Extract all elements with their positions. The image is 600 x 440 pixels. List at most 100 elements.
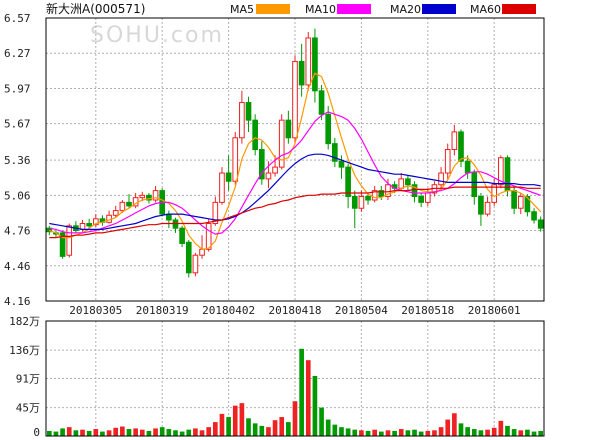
candle-body [458, 131, 464, 162]
chart-title: 新大洲A(000571) [46, 1, 145, 16]
candle-body [86, 222, 92, 227]
volume-bar [505, 425, 510, 436]
volume-bar [159, 427, 165, 436]
volume-bar [80, 429, 85, 436]
price-tick-label: 5.97 [4, 82, 31, 95]
volume-tick-label: 91万 [16, 373, 40, 386]
candle-body [312, 37, 318, 92]
volume-bar [66, 427, 72, 436]
candle-body [285, 119, 292, 139]
volume-panel-frame [45, 320, 545, 437]
volume-bar [372, 429, 378, 436]
legend-label-ma20: MA20 [390, 3, 421, 16]
legend: MA5 MA10 MA20 MA60 [230, 3, 536, 16]
volume-bar [232, 405, 238, 436]
candle-body [219, 172, 225, 203]
volume-tick-label: 182万 [9, 315, 40, 328]
volume-bar [259, 425, 265, 436]
date-tick-label: 20180305 [69, 304, 122, 317]
volume-bar [378, 431, 384, 436]
volume-bars [46, 348, 544, 436]
volume-bar [100, 431, 105, 436]
watermark: SOHU.com [90, 23, 224, 48]
moving-averages [49, 72, 542, 250]
volume-bar [166, 429, 172, 436]
price-tick-label: 5.67 [4, 118, 31, 131]
candle-body [424, 192, 431, 203]
price-tick-label: 4.46 [4, 260, 31, 273]
legend-swatch-ma20 [422, 4, 456, 14]
candle-body [305, 37, 312, 86]
candle-body [298, 60, 305, 86]
volume-tick-label: 0 [33, 426, 40, 439]
ma-line-ma20 [49, 153, 541, 230]
volume-bar [412, 429, 417, 436]
legend-label-ma60: MA60 [470, 3, 501, 16]
volume-bar [173, 430, 178, 436]
volume-bar [305, 360, 311, 436]
candle-body [332, 143, 338, 162]
candle-body [199, 248, 205, 256]
candle-body [232, 137, 239, 182]
date-tick-label: 20180601 [468, 304, 521, 317]
candle-body [537, 219, 544, 229]
chart-frame [45, 17, 545, 437]
candle-body [451, 131, 458, 151]
candle-body [225, 172, 232, 182]
volume-bar [206, 427, 212, 436]
volume-bar [418, 431, 424, 436]
candle-body [345, 166, 351, 197]
volume-bar [339, 427, 344, 436]
candle-body [66, 225, 73, 256]
candle-body [126, 201, 132, 207]
candle-body [524, 195, 531, 213]
candle-body [398, 178, 405, 189]
volume-bar [139, 429, 145, 436]
candle-body [258, 149, 265, 180]
volume-bar [133, 428, 138, 436]
candle-body [59, 232, 66, 257]
volume-bar [405, 430, 411, 436]
volume-bar [60, 428, 65, 436]
candle-body [517, 195, 524, 209]
candle-body [405, 178, 411, 186]
ma-line-ma5 [49, 72, 542, 250]
volume-bar [319, 407, 324, 436]
legend-swatch-ma10 [337, 4, 371, 14]
candle-body [245, 102, 252, 121]
volume-tick-label: 45万 [16, 402, 40, 415]
volume-bar [325, 419, 331, 436]
volume-bar [452, 413, 457, 436]
legend-swatch-ma60 [502, 4, 536, 14]
date-tick-label: 20180319 [136, 304, 189, 317]
volume-bar [398, 429, 404, 436]
candle-body [119, 201, 126, 212]
volume-bar [246, 418, 251, 436]
candle-body [338, 160, 345, 168]
volume-bar [113, 427, 119, 436]
price-tick-label: 5.06 [4, 189, 31, 202]
candle-body [212, 201, 219, 224]
candle-body [504, 157, 511, 192]
candle-body [325, 113, 332, 145]
candle-body [92, 218, 99, 226]
volume-bar [226, 417, 231, 436]
volume-bar [193, 428, 198, 436]
volume-bar [531, 431, 537, 436]
price-tick-label: 4.76 [4, 225, 31, 238]
volume-bar [239, 403, 245, 436]
volume-bar [199, 430, 205, 436]
candle-body [79, 222, 86, 230]
volume-bar [252, 423, 258, 436]
volume-bar [365, 430, 371, 436]
date-tick-label: 20180518 [401, 304, 454, 317]
price-panel-frame [45, 17, 545, 302]
volume-bar [525, 429, 530, 436]
legend-label-ma5: MA5 [230, 3, 254, 16]
volume-bar [438, 427, 444, 436]
volume-bar [272, 420, 278, 436]
volume-bar [219, 413, 225, 436]
candle-body [278, 119, 285, 168]
candle-body [146, 194, 152, 201]
